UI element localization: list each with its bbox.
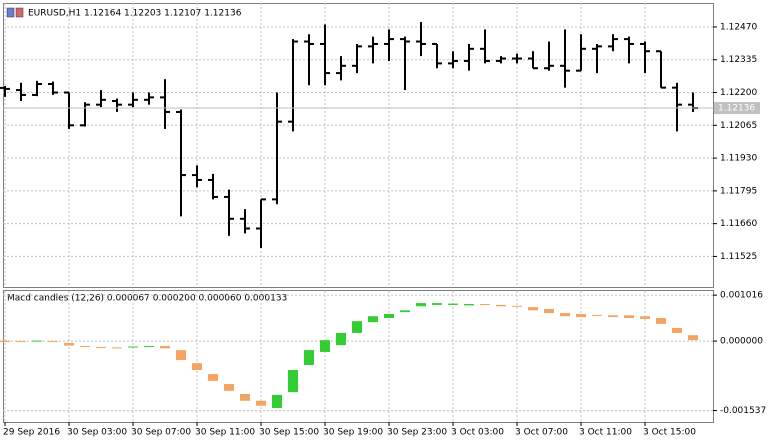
y-tick-label: 1.12335 — [720, 55, 757, 65]
x-tick-label: 30 Sep 19:00 — [323, 428, 383, 438]
macd-candle — [384, 313, 394, 319]
y-tick-label: -0.001537 — [720, 406, 766, 416]
macd-candle — [288, 370, 298, 393]
macd-candle — [576, 313, 586, 318]
macd-candle — [544, 308, 554, 314]
macd-candle — [480, 304, 490, 306]
current-price-label: 1.12136 — [718, 104, 755, 114]
y-tick-label: 1.11795 — [720, 186, 757, 196]
x-tick-label: 30 Sep 07:00 — [131, 428, 191, 438]
macd-candle — [608, 315, 618, 318]
macd-candle — [48, 341, 58, 343]
macd-candle — [656, 318, 666, 324]
macd-candle — [672, 327, 682, 333]
macd-candle — [16, 341, 26, 343]
macd-candle — [368, 316, 378, 323]
y-tick-label: 1.11930 — [720, 154, 757, 164]
macd-candle — [208, 374, 218, 381]
macd-candle — [128, 346, 138, 348]
macd-candle — [192, 363, 202, 371]
macd-candle — [64, 342, 74, 346]
macd-candle — [80, 346, 90, 348]
x-tick-label: 30 Sep 11:00 — [195, 428, 255, 438]
macd-candle — [352, 321, 362, 333]
macd-candle — [496, 304, 506, 307]
macd-candle — [256, 400, 266, 406]
macd-candle — [624, 315, 634, 319]
symbol-icon — [6, 7, 15, 18]
macd-candle — [96, 346, 106, 348]
y-tick-label: 0.000000 — [720, 337, 763, 347]
indicator-title: Macd candles (12,26) 0.000067 0.000200 0… — [7, 294, 287, 304]
macd-candle — [144, 346, 154, 348]
macd-candle — [160, 346, 170, 349]
macd-candle — [464, 304, 474, 306]
macd-candle — [336, 332, 346, 346]
macd-candle — [528, 307, 538, 311]
macd-candle — [416, 303, 426, 307]
macd-candle — [272, 394, 282, 408]
x-tick-label: 3 Oct 03:00 — [451, 428, 504, 438]
symbol-icon — [15, 7, 24, 18]
macd-candle — [32, 340, 42, 342]
x-tick-label: 3 Oct 11:00 — [579, 428, 632, 438]
macd-candle — [400, 310, 410, 313]
x-tick-label: 30 Sep 23:00 — [387, 428, 447, 438]
macd-candle — [592, 314, 602, 316]
macd-candle — [240, 393, 250, 401]
y-tick-label: 0.001016 — [720, 291, 763, 301]
macd-candle — [448, 303, 458, 305]
macd-candle — [320, 340, 330, 352]
indicator-panel-frame — [3, 290, 714, 423]
price-panel-frame — [3, 3, 714, 288]
y-tick-label: 1.11525 — [720, 252, 757, 262]
x-tick-label: 30 Sep 03:00 — [67, 428, 127, 438]
macd-candle — [512, 305, 522, 307]
macd-candle — [224, 384, 234, 391]
macd-candle — [640, 316, 650, 319]
y-tick-label: 1.12470 — [720, 22, 757, 32]
macd-candle — [176, 350, 186, 361]
macd-candle — [112, 347, 122, 349]
macd-candle — [0, 340, 10, 342]
macd-candle — [432, 303, 442, 305]
current-price-box — [714, 102, 760, 115]
price-chart-title: EURUSD,H1 1.12164 1.12203 1.12107 1.1213… — [28, 9, 242, 19]
macd-candle — [304, 350, 314, 366]
macd-candle — [688, 335, 698, 341]
x-tick-label: 29 Sep 2016 — [3, 428, 60, 438]
y-tick-label: 1.12200 — [720, 88, 757, 98]
x-tick-label: 3 Oct 07:00 — [515, 428, 568, 438]
y-tick-label: 1.11660 — [720, 219, 757, 229]
y-tick-label: 1.12065 — [720, 121, 757, 131]
x-tick-label: 3 Oct 15:00 — [643, 428, 696, 438]
macd-candle — [560, 313, 570, 317]
x-tick-label: 30 Sep 15:00 — [259, 428, 319, 438]
